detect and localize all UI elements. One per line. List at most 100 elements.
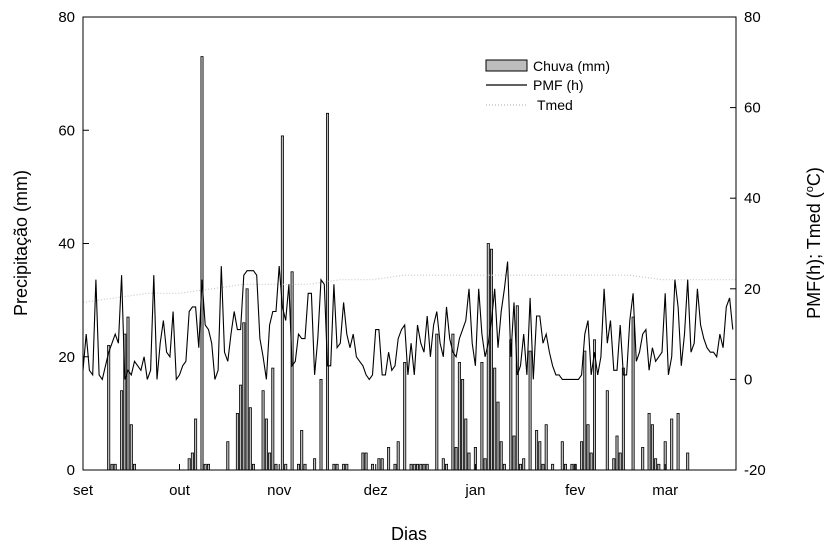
rain-bar	[268, 452, 272, 471]
rain-bar	[206, 463, 210, 471]
rain-bar	[113, 463, 117, 471]
rain-bar	[612, 458, 616, 471]
rain-bar	[290, 271, 294, 471]
rain-bar	[451, 333, 455, 471]
rain-bar	[132, 463, 136, 471]
x-tick-label: set	[73, 482, 94, 499]
rain-bar	[303, 463, 307, 471]
rain-bar	[239, 384, 243, 471]
y-tick-label-right: 80	[744, 9, 761, 26]
rain-bar	[107, 344, 111, 471]
rain-bar	[300, 429, 304, 471]
rain-bar	[364, 452, 368, 471]
rain-bar	[551, 463, 555, 471]
rain-bar	[325, 112, 329, 471]
legend-label-pmf: PMF (h)	[533, 77, 584, 93]
rain-bar	[380, 458, 384, 471]
rain-bar	[496, 401, 500, 471]
rain-bar	[499, 441, 503, 471]
rain-bar	[200, 56, 204, 471]
rain-bar	[425, 463, 429, 471]
rain-bar	[489, 248, 493, 471]
rain-bar	[345, 463, 349, 471]
rain-bar	[332, 463, 336, 471]
rain-bar	[522, 458, 526, 471]
pmf-line-group	[82, 261, 734, 382]
rain-bar	[583, 350, 587, 471]
rain-bar	[519, 463, 523, 471]
rain-bar	[242, 322, 246, 471]
x-tick-label: out	[169, 482, 191, 499]
rain-bar	[650, 424, 654, 471]
y-axis-label-right-sup: o	[804, 186, 816, 192]
rain-bar	[396, 441, 400, 471]
rain-bar	[251, 463, 255, 471]
rain-bar	[248, 407, 252, 471]
rain-bar	[120, 390, 124, 471]
rain-bar	[342, 463, 346, 471]
y-tick-label-right: 40	[744, 190, 761, 207]
y-tick-label-right: 20	[744, 281, 761, 298]
rain-bar	[480, 361, 484, 471]
rain-bar	[676, 412, 680, 471]
rain-bar	[541, 463, 545, 471]
y-tick-label-left: 0	[67, 462, 75, 479]
rain-bar	[412, 463, 416, 471]
rain-bar	[370, 463, 374, 471]
y-axis-label-right-main: PMF(h); Tmed (	[804, 192, 824, 319]
x-axis: set out nov dez jan fev mar	[73, 464, 678, 499]
x-axis-label: Dias	[391, 524, 427, 544]
x-tick-label: mar	[652, 482, 678, 499]
rain-bar	[235, 412, 239, 471]
rain-bar	[454, 446, 458, 471]
rain-bar	[464, 418, 468, 471]
rain-bar	[560, 441, 564, 471]
pmf-line	[82, 261, 734, 382]
rain-bar	[187, 458, 191, 471]
rain-bar	[271, 367, 275, 471]
rain-bar	[409, 463, 413, 471]
rain-bar	[377, 458, 381, 471]
rain-bar	[641, 446, 645, 471]
rain-bar	[444, 463, 448, 471]
rain-bar	[441, 458, 445, 471]
rain-bar	[631, 316, 635, 471]
rain-bar	[387, 446, 391, 471]
rain-bar	[110, 463, 114, 471]
rain-bar	[621, 367, 625, 471]
legend-swatch-chuva	[485, 59, 528, 72]
rain-bar	[657, 463, 661, 471]
rain-bar	[419, 463, 423, 471]
rain-bar	[264, 418, 268, 471]
rain-bar	[126, 316, 130, 471]
rain-bar	[274, 463, 278, 471]
x-tick-label: nov	[267, 482, 292, 499]
rain-bar	[512, 435, 516, 471]
rain-bar	[544, 424, 548, 471]
rain-bar	[296, 463, 300, 471]
rain-bar	[335, 463, 339, 471]
rain-bar	[570, 463, 574, 471]
rain-bar	[535, 429, 539, 471]
rain-bar	[203, 463, 207, 471]
y-axis-label-left: Precipitação (mm)	[11, 170, 31, 316]
y-tick-label-right: 60	[744, 100, 761, 117]
right-axis: -20 0 20 40 60 80	[730, 9, 766, 479]
rain-bar	[457, 361, 461, 471]
rain-bar	[564, 463, 568, 471]
rain-bar	[528, 350, 532, 471]
rain-bar	[647, 412, 651, 471]
tmed-line-group	[82, 274, 736, 303]
tmed-line	[82, 274, 736, 303]
y-tick-label-left: 40	[58, 236, 75, 253]
x-tick-label: jan	[464, 482, 485, 499]
rain-bar	[261, 390, 265, 471]
rain-bar	[670, 418, 674, 471]
rain-bar	[284, 463, 288, 471]
rain-bar	[461, 378, 465, 471]
rain-bar	[403, 361, 407, 471]
rain-bars	[107, 56, 690, 471]
rain-bar	[226, 441, 230, 471]
legend-label-chuva: Chuva (mm)	[533, 58, 610, 74]
